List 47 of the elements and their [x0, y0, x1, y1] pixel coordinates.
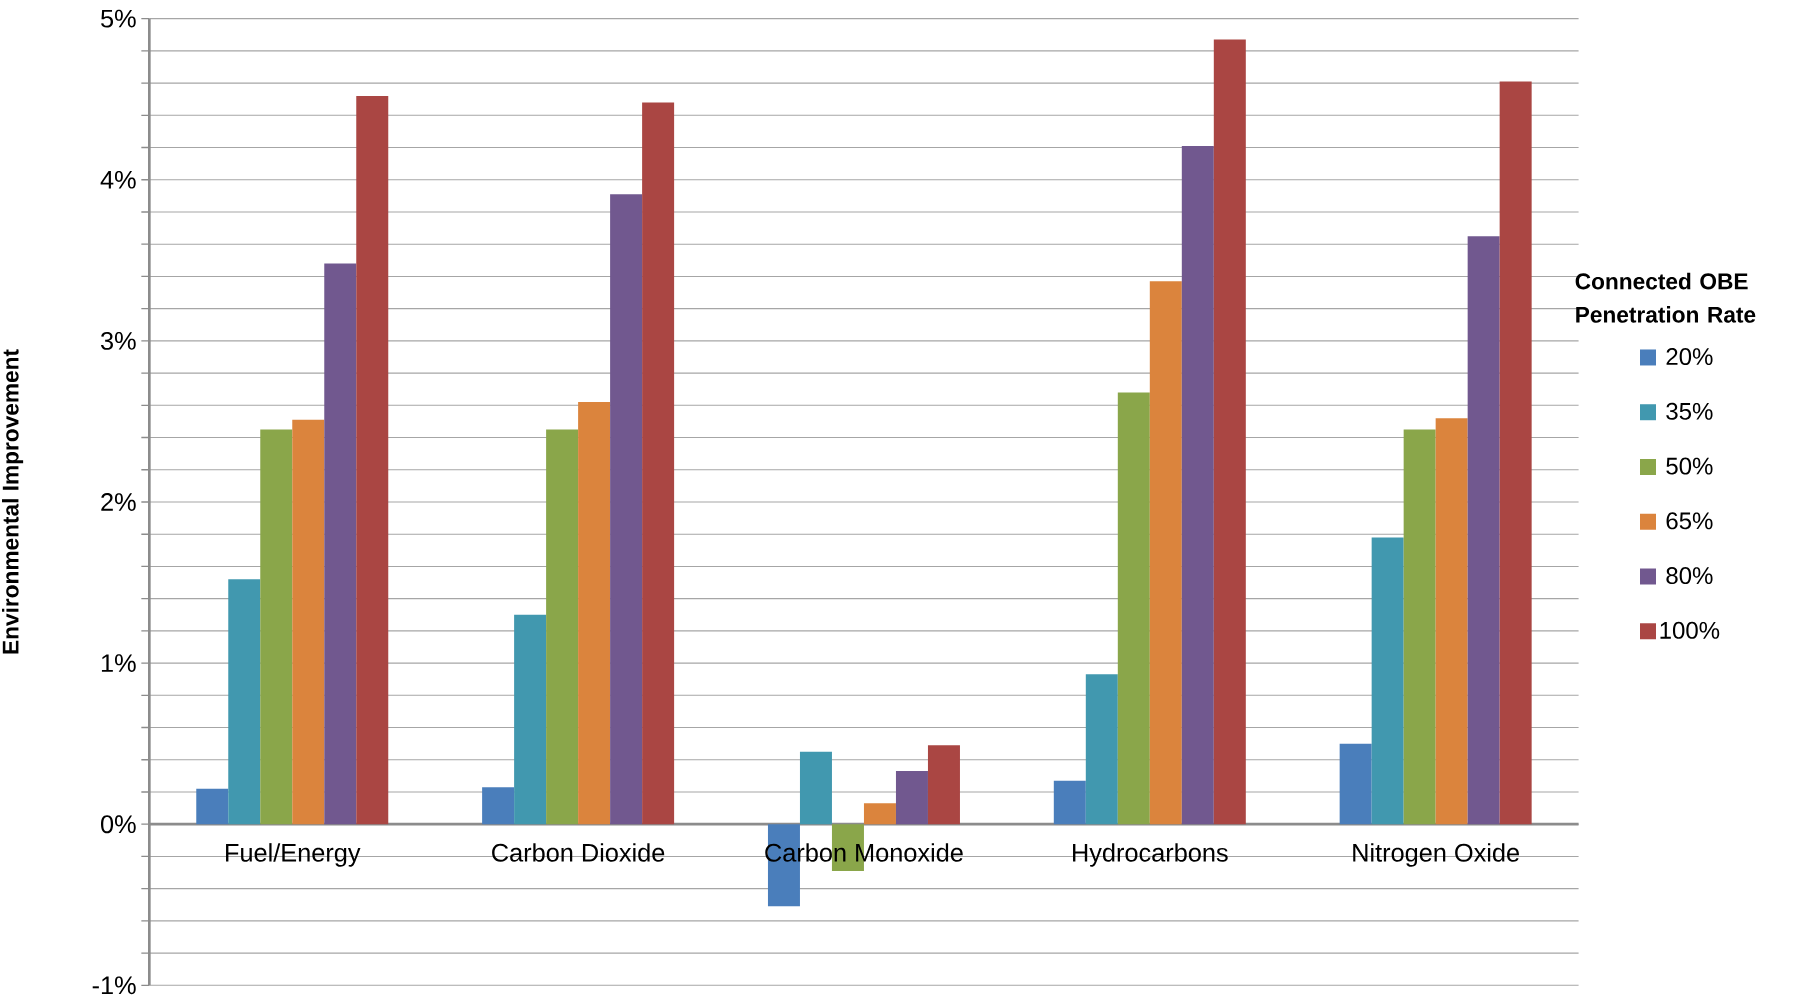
bar — [1085, 674, 1118, 825]
bar — [196, 788, 229, 825]
y-tick-label: 3% — [100, 331, 136, 350]
legend-label: 35% — [1666, 402, 1713, 420]
legend-label: 100% — [1660, 621, 1720, 639]
bar — [546, 429, 579, 825]
bar — [895, 771, 928, 825]
bar — [578, 402, 611, 825]
bar — [1213, 39, 1246, 825]
legend-label: 80% — [1666, 567, 1713, 585]
y-axis-title: Environmental Improvement — [2, 349, 24, 654]
bar — [324, 263, 357, 825]
bar — [1117, 392, 1150, 825]
bar — [799, 751, 832, 825]
bar — [642, 102, 675, 825]
bar — [514, 614, 547, 825]
bar — [482, 787, 515, 825]
bar — [1403, 429, 1436, 825]
bar — [1499, 81, 1532, 825]
bar — [1181, 145, 1214, 825]
bar — [1371, 537, 1404, 825]
bar — [1339, 743, 1372, 825]
bar — [863, 803, 896, 825]
y-tick-label: 2% — [101, 493, 136, 511]
bar — [1467, 236, 1500, 825]
legend-label: 65% — [1666, 512, 1713, 530]
bar — [1149, 281, 1182, 825]
x-tick-label: Fuel/Energy — [226, 843, 361, 867]
bar — [260, 429, 293, 825]
x-tick-label: Nitrogen Oxide — [1353, 843, 1519, 867]
bar — [927, 745, 960, 825]
y-tick-label: 1% — [101, 654, 136, 672]
bar — [292, 419, 325, 825]
bar — [228, 579, 261, 825]
x-tick-label: Carbon Dioxide — [492, 843, 665, 862]
y-tick-label: -1% — [92, 976, 136, 995]
y-tick-label: 4% — [100, 170, 136, 189]
x-tick-label: Hydrocarbons — [1073, 843, 1228, 867]
bar — [1435, 418, 1468, 825]
bar — [1053, 780, 1086, 825]
legend-title: Connected OBE Penetration Rate — [1575, 272, 1756, 323]
y-tick-label: 5% — [101, 9, 136, 28]
bar — [610, 194, 643, 825]
legend-label: 20% — [1666, 348, 1713, 366]
bar — [356, 95, 389, 825]
legend-label: 50% — [1666, 457, 1713, 475]
y-tick-label: 0% — [101, 815, 136, 834]
